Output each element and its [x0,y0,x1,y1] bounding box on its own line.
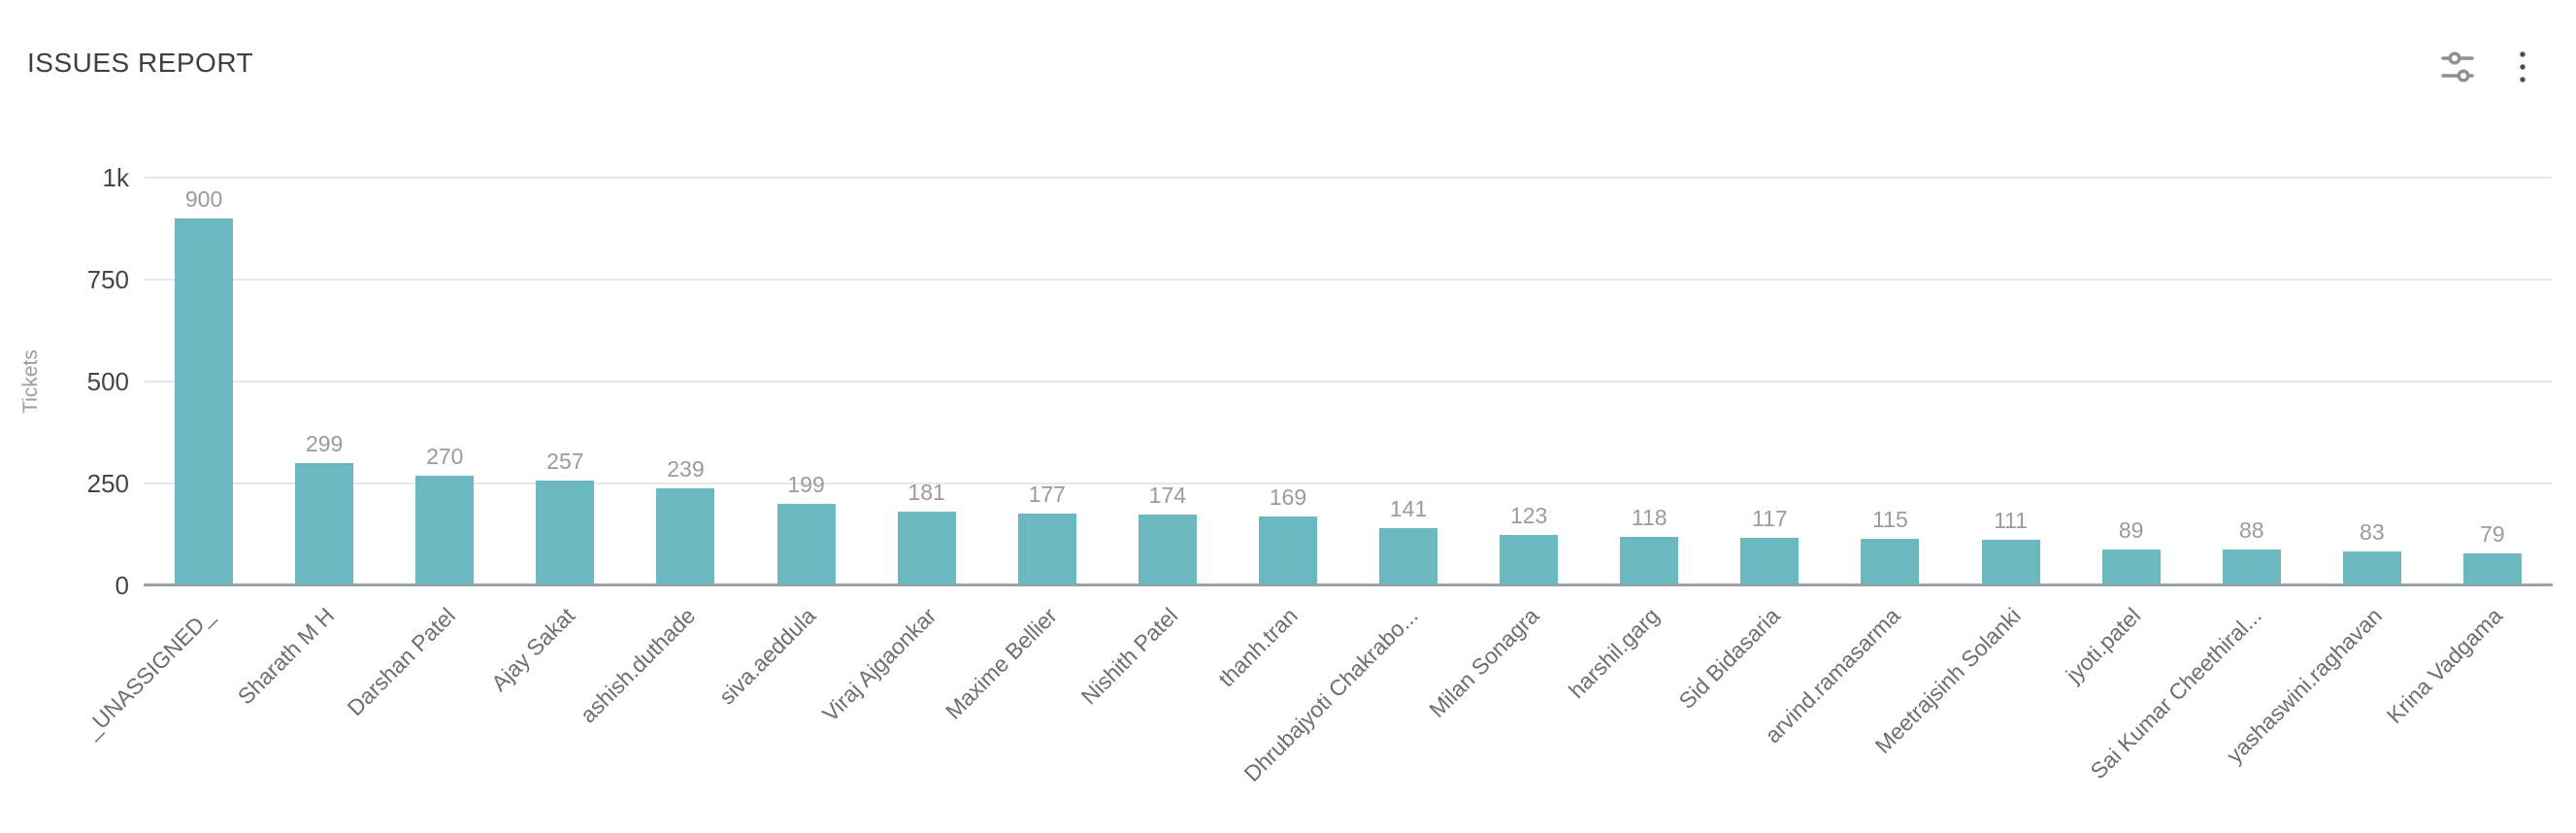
x-axis-category-label: jyoti.patel [2061,602,2146,687]
bar-value-label: 174 [1148,483,1187,508]
y-axis-tick-label: 500 [86,367,129,396]
x-axis-category-label: siva.aeddula [714,602,821,710]
bar-value-label: 141 [1389,496,1428,521]
bar-value-label: 88 [2238,517,2264,543]
bar-value-label: 299 [305,431,344,456]
x-axis-category-label: Viraj Ajgaonkar [817,602,941,727]
x-axis-category-label: Ajay Sakat [486,602,580,696]
x-axis-category-label: Darshan Patel [341,602,460,721]
x-axis-category-label: harshil.garg [1564,602,1665,704]
gridline [144,177,2553,179]
y-axis-tick-label: 1k [102,163,129,192]
bar[interactable] [1500,535,1559,584]
bar-value-label: 117 [1752,506,1788,531]
bar-value-label: 181 [908,480,945,505]
bar-value-label: 169 [1269,484,1307,510]
y-axis-tick-label: 250 [86,469,129,498]
bar[interactable] [897,512,956,584]
bar[interactable] [2101,550,2161,584]
bar-value-label: 199 [787,472,825,497]
x-axis-category-label: Milan Sonagra [1424,602,1544,723]
y-axis-tick-label: 750 [86,265,129,294]
x-axis-category-label: ashish.duthade [575,602,701,728]
bar[interactable] [2342,551,2401,584]
bar-value-label: 89 [2118,517,2144,543]
chart-menu-button[interactable] [2500,41,2545,93]
gridline [144,381,2553,383]
bar-value-label: 115 [1872,507,1908,532]
chart-settings-button[interactable] [2427,41,2489,93]
bar[interactable] [295,463,354,584]
bar-value-label: 177 [1028,482,1066,507]
x-axis-category-label: thanh.tran [1213,602,1304,692]
bar[interactable] [1258,516,1317,584]
sliders-icon [2441,51,2474,83]
x-axis-category-label: Maxime Bellier [940,602,1062,724]
chart-title: ISSUES REPORT [27,48,254,78]
bar-value-label: 79 [2480,521,2505,547]
bar[interactable] [1620,537,1679,584]
bar[interactable] [2462,553,2522,584]
bar[interactable] [1379,528,1438,584]
x-axis-category-label: Krina Vadgama [2381,602,2508,729]
y-axis-tick-label: 0 [115,571,129,600]
x-axis-category-label: Sid Bidasaria [1673,602,1785,715]
x-axis-category-label: _UNASSIGNED_ [79,602,219,743]
x-axis-line [144,583,2553,586]
bar-value-label: 118 [1631,505,1668,530]
x-axis-category-label: Sharath M H [232,602,340,710]
gridline [144,279,2553,281]
bar[interactable] [415,476,475,584]
bar-value-label: 83 [2360,519,2385,545]
bar[interactable] [1138,515,1197,584]
bar-value-label: 900 [184,186,223,212]
bar[interactable] [1861,539,1920,584]
bar[interactable] [656,488,715,584]
bar[interactable] [536,481,595,584]
bar-value-label: 111 [1994,508,2029,533]
gridline [144,483,2553,484]
bar[interactable] [1017,514,1076,584]
bar[interactable] [1981,540,2040,584]
kebab-menu-icon [2520,51,2526,83]
bar[interactable] [776,504,836,584]
bar-value-label: 257 [546,449,584,474]
bar-value-label: 123 [1509,503,1548,528]
x-axis-category-label: Nishith Patel [1075,602,1183,710]
bar[interactable] [2222,550,2281,584]
bar-value-label: 239 [667,456,705,482]
bar[interactable] [1740,538,1800,584]
bar-value-label: 270 [426,444,464,469]
bar[interactable] [175,218,234,584]
